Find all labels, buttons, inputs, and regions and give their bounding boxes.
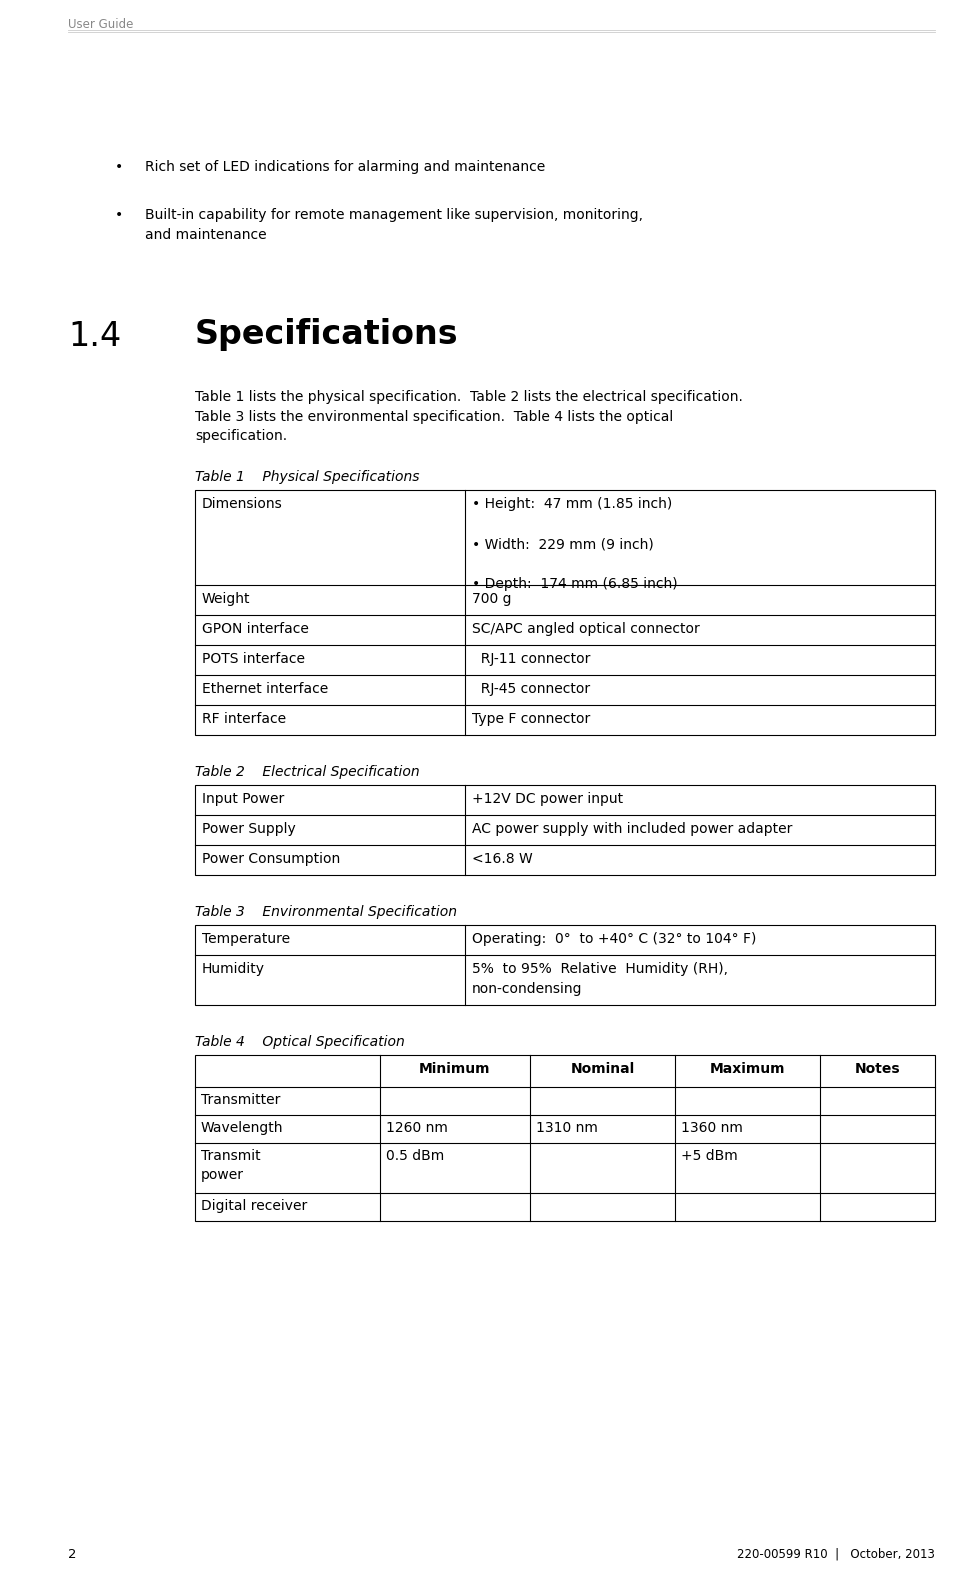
Text: Type F connector: Type F connector [472,712,590,727]
Text: Nominal: Nominal [570,1062,635,1076]
Text: Operating:  0°  to +40° C (32° to 104° F): Operating: 0° to +40° C (32° to 104° F) [472,931,757,946]
Text: 1260 nm: 1260 nm [386,1121,448,1135]
Text: SC/APC angled optical connector: SC/APC angled optical connector [472,623,700,637]
Text: Ethernet interface: Ethernet interface [202,682,329,697]
Text: RF interface: RF interface [202,712,286,727]
Bar [195,490,935,734]
Bar [195,785,935,875]
Text: Temperature: Temperature [202,931,291,946]
Text: GPON interface: GPON interface [202,623,309,637]
Text: Table 1    Physical Specifications: Table 1 Physical Specifications [195,470,419,484]
Text: User Guide: User Guide [68,17,134,32]
Text: Table 1 lists the physical specification.  Table 2 lists the electrical specific: Table 1 lists the physical specification… [195,389,743,443]
Text: Transmit
power: Transmit power [201,1149,260,1182]
Text: Specifications: Specifications [195,318,458,351]
Text: RJ-11 connector: RJ-11 connector [472,652,591,667]
Text: AC power supply with included power adapter: AC power supply with included power adap… [472,823,793,835]
Text: Minimum: Minimum [419,1062,490,1076]
Text: Maximum: Maximum [710,1062,785,1076]
Text: Rich set of LED indications for alarming and maintenance: Rich set of LED indications for alarming… [145,161,545,173]
Text: 700 g: 700 g [472,593,512,607]
Text: •: • [115,208,123,222]
Bar [195,925,935,1005]
Text: 1.4: 1.4 [68,320,121,353]
Text: POTS interface: POTS interface [202,652,305,667]
Text: Table 3    Environmental Specification: Table 3 Environmental Specification [195,905,457,919]
Text: Notes: Notes [855,1062,900,1076]
Text: Digital receiver: Digital receiver [201,1199,307,1214]
Bar [195,1054,935,1221]
Text: Built-in capability for remote management like supervision, monitoring,
and main: Built-in capability for remote managemen… [145,208,643,241]
Text: +5 dBm: +5 dBm [681,1149,738,1163]
Text: Weight: Weight [202,593,251,607]
Text: <16.8 W: <16.8 W [472,853,532,865]
Text: +12V DC power input: +12V DC power input [472,793,623,805]
Text: 1360 nm: 1360 nm [681,1121,743,1135]
Text: Power Supply: Power Supply [202,823,295,835]
Text: 0.5 dBm: 0.5 dBm [386,1149,445,1163]
Text: Table 4    Optical Specification: Table 4 Optical Specification [195,1035,405,1050]
Text: Power Consumption: Power Consumption [202,853,340,865]
Text: Wavelength: Wavelength [201,1121,284,1135]
Text: Humidity: Humidity [202,961,265,976]
Text: Dimensions: Dimensions [202,496,283,511]
Text: 2: 2 [68,1548,76,1560]
Text: • Height:  47 mm (1.85 inch)

• Width:  229 mm (9 inch)

• Depth:  174 mm (6.85 : • Height: 47 mm (1.85 inch) • Width: 229… [472,496,678,591]
Text: RJ-45 connector: RJ-45 connector [472,682,590,697]
Text: Input Power: Input Power [202,793,285,805]
Text: 5%  to 95%  Relative  Humidity (RH),
non-condensing: 5% to 95% Relative Humidity (RH), non-co… [472,961,728,996]
Text: 220-00599 R10  |   October, 2013: 220-00599 R10 | October, 2013 [737,1548,935,1560]
Text: •: • [115,161,123,173]
Text: Transmitter: Transmitter [201,1094,281,1106]
Text: Table 2    Electrical Specification: Table 2 Electrical Specification [195,764,419,779]
Text: 1310 nm: 1310 nm [536,1121,598,1135]
